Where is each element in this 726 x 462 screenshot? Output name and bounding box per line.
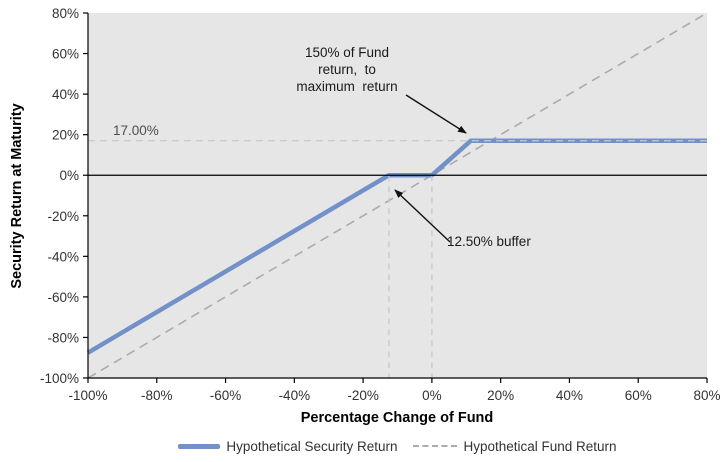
annotation-text-line: return, to <box>318 62 376 77</box>
x-tick-label: 0% <box>422 388 442 403</box>
annotation-text-line: 150% of Fund <box>305 45 389 60</box>
x-tick-label: -60% <box>210 388 242 403</box>
cap-value-label: 17.00% <box>113 123 159 138</box>
x-tick-label: 20% <box>487 388 514 403</box>
y-tick-label: 80% <box>52 6 79 21</box>
annotation-text-line: maximum return <box>296 79 397 94</box>
x-axis: -100% -80% -60% -40% -20% 0% 20% 40% 60% 80% <box>68 377 721 403</box>
y-tick-label: 0% <box>59 168 79 183</box>
x-tick-label: -100% <box>68 388 107 403</box>
security-line-swatch-icon <box>178 443 221 449</box>
chart-legend: Hypothetical Security Return Hypothetica… <box>88 434 707 458</box>
y-tick-label: 60% <box>52 47 79 62</box>
x-axis-title: Percentage Change of Fund <box>301 410 494 426</box>
y-tick-label: -80% <box>47 330 79 345</box>
x-tick-label: -40% <box>279 388 311 403</box>
annotation-text-line: 12.50% buffer <box>447 234 531 249</box>
y-tick-label: 20% <box>52 128 79 143</box>
x-tick-label: -20% <box>347 388 379 403</box>
x-tick-label: 80% <box>693 388 720 403</box>
annotations: 150% of Fund return, to maximum return 12.5… <box>296 45 531 249</box>
y-tick-label: -20% <box>47 209 79 224</box>
y-tick-label: 40% <box>52 87 79 102</box>
legend-label-fund: Hypothetical Fund Return <box>463 438 617 454</box>
y-tick-label: -100% <box>40 371 79 386</box>
legend-item-fund: Hypothetical Fund Return <box>413 438 617 454</box>
fund-line-swatch-icon <box>413 445 458 447</box>
reference-lines <box>88 140 707 378</box>
y-axis-title: Security Return at Maturity <box>9 103 25 288</box>
annotation-arrow <box>405 94 467 134</box>
annotation-buffer-note: 12.50% buffer <box>394 189 531 249</box>
legend-label-security: Hypothetical Security Return <box>226 438 398 454</box>
annotation-arrow <box>394 189 451 243</box>
annotation-cap-note: 150% of Fund return, to maximum return <box>296 45 467 134</box>
x-tick-label: -80% <box>141 388 173 403</box>
y-axis: 80% 60% 40% 20% 0% -20% -40% -60% -80% -100% <box>40 6 89 386</box>
x-tick-label: 60% <box>625 388 652 403</box>
y-tick-label: -60% <box>47 290 79 305</box>
x-tick-label: 40% <box>556 388 583 403</box>
y-tick-label: -40% <box>47 249 79 264</box>
legend-item-security: Hypothetical Security Return <box>178 439 397 454</box>
